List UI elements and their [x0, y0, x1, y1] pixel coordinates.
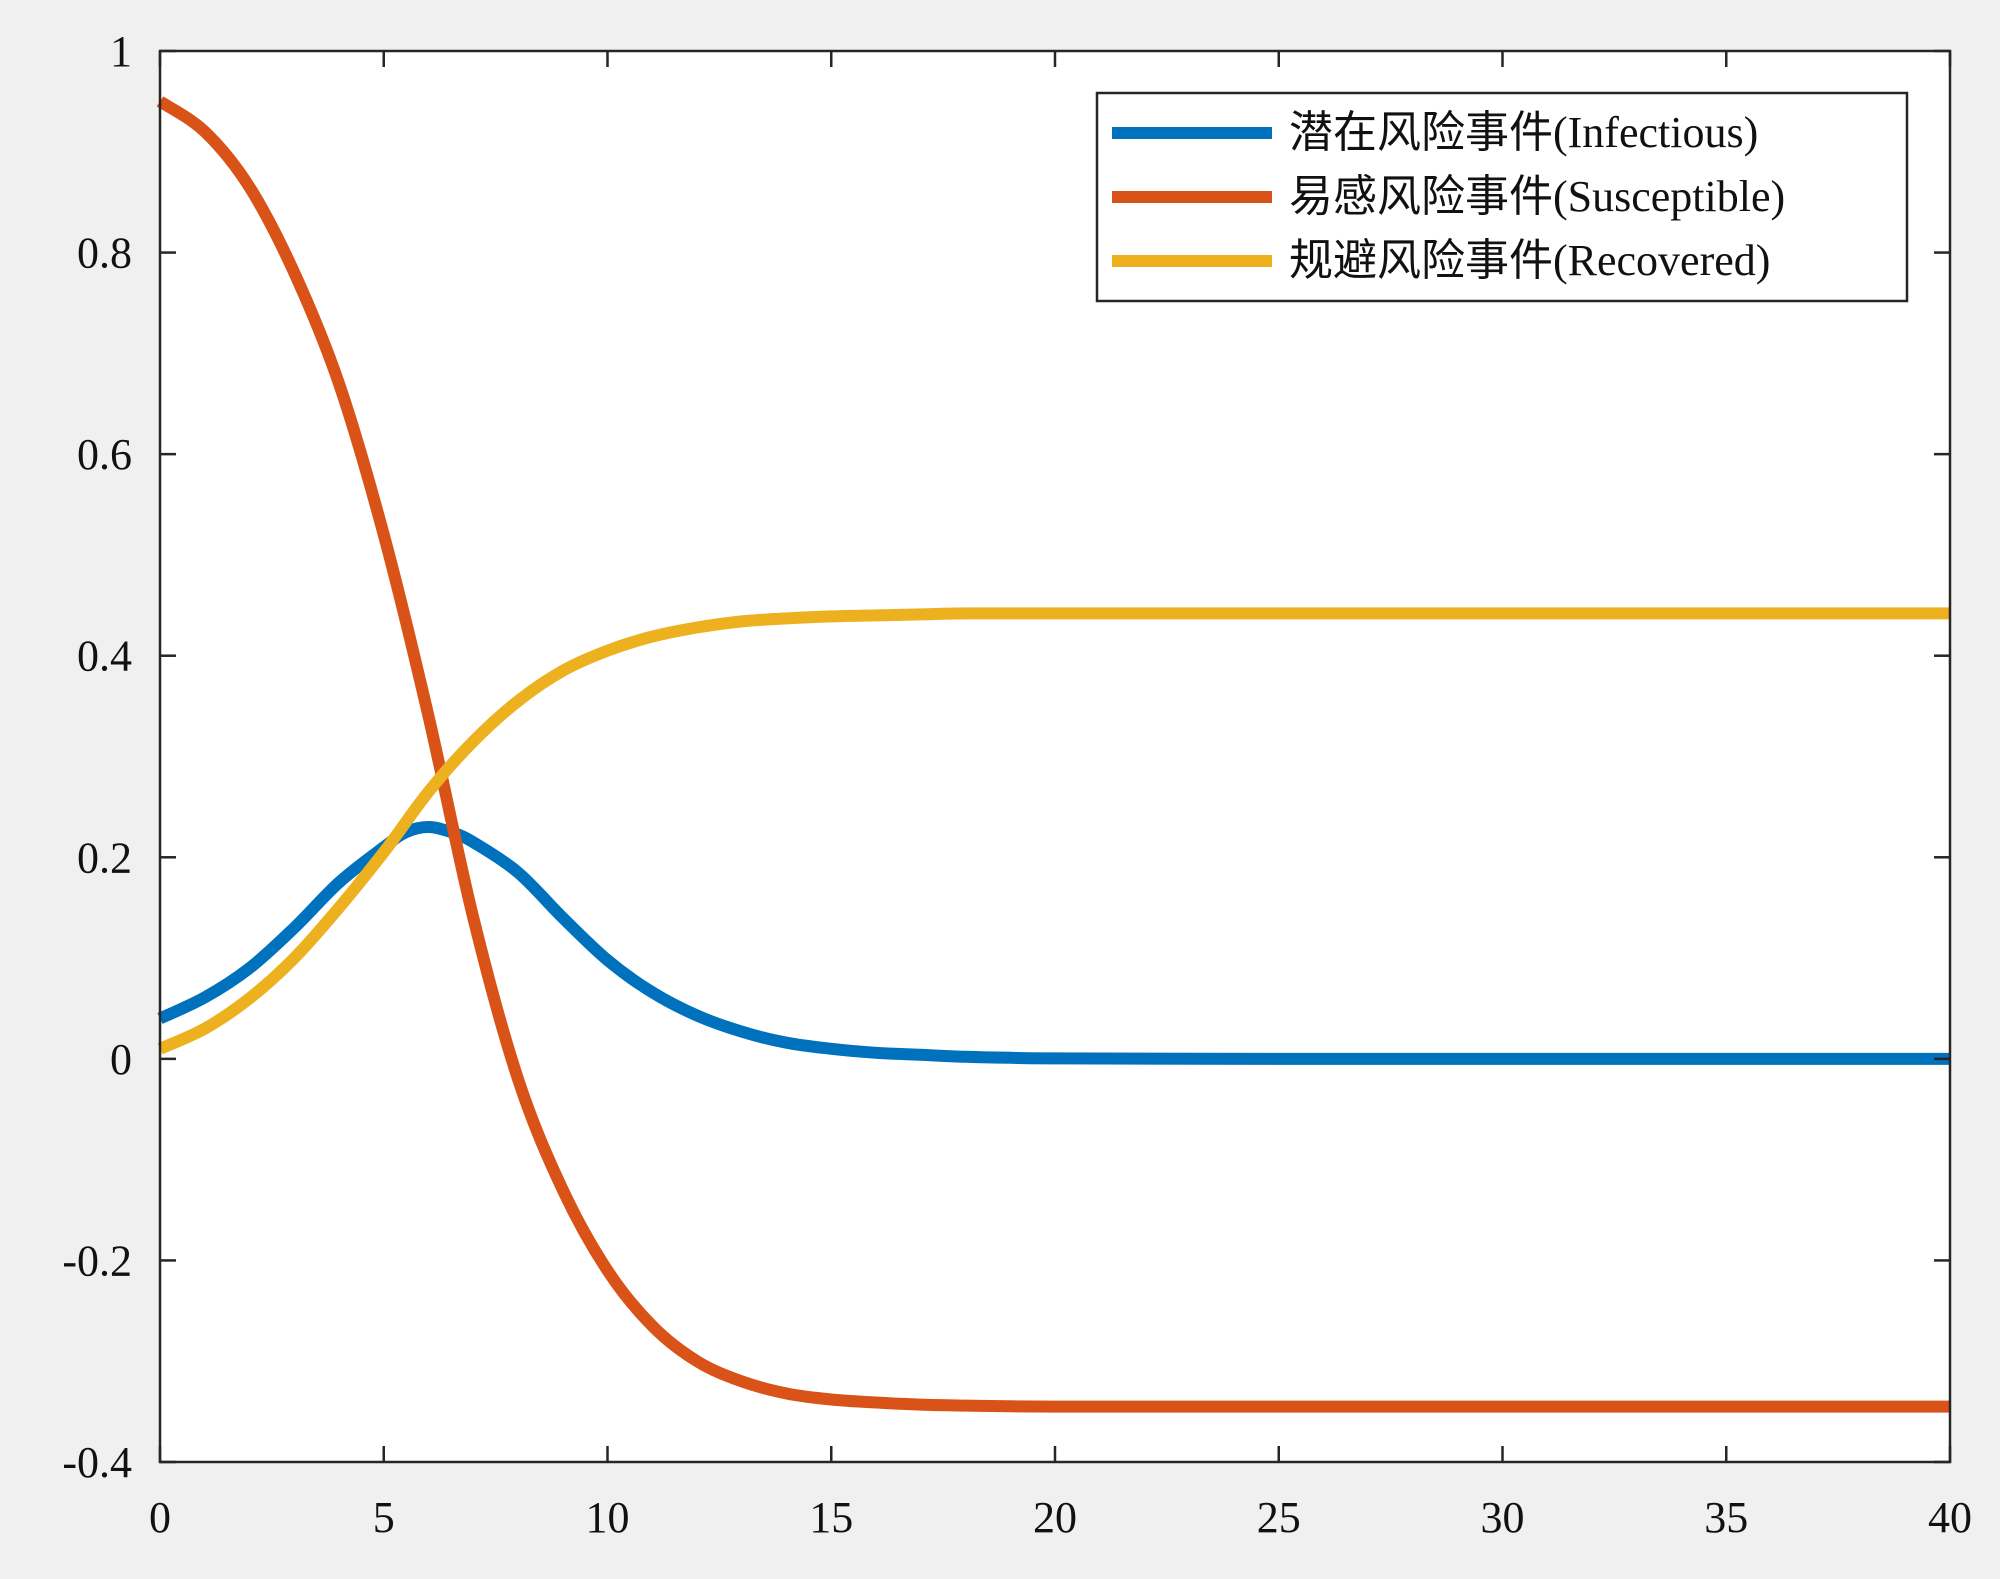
- legend-label: 易感风险事件(Susceptible): [1289, 172, 1785, 221]
- legend-label: 规避风险事件(Recovered): [1289, 236, 1770, 285]
- y-tick-label: -0.2: [62, 1236, 132, 1285]
- series-layer: [156, 96, 1950, 1413]
- axes-layer: 0 5 10 15 20 25 30 35 40 -0.4 -0.2 0 0.2 0.4 0.6 0.8 1: [62, 27, 1972, 1542]
- legend: 潜在风险事件(Infectious) 易感风险事件(Susceptible) 规避风…: [1095, 91, 1909, 303]
- x-tick-label: 40: [1928, 1493, 1972, 1542]
- x-tick-label: 20: [1033, 1493, 1077, 1542]
- x-tick-label: 5: [373, 1493, 395, 1542]
- y-tick-label: 0: [110, 1035, 132, 1084]
- series-line-2: [156, 96, 1950, 1413]
- legend-label: 潜在风险事件(Infectious): [1289, 108, 1758, 157]
- x-tick-label: 30: [1481, 1493, 1525, 1542]
- x-tick-label: 10: [586, 1493, 630, 1542]
- x-tick-label: 25: [1257, 1493, 1301, 1542]
- y-tick-label: 1: [110, 27, 132, 76]
- y-tick-label: 0.8: [77, 229, 132, 278]
- y-tick-label: 0.2: [77, 833, 132, 882]
- y-tick-label: -0.4: [62, 1438, 132, 1487]
- x-tick-label: 0: [149, 1493, 171, 1542]
- x-tick-label: 35: [1704, 1493, 1748, 1542]
- y-tick-label: 0.4: [77, 632, 132, 681]
- x-tick-label: 15: [809, 1493, 853, 1542]
- y-tick-label: 0.6: [77, 430, 132, 479]
- series-line-3: [157, 607, 1950, 1055]
